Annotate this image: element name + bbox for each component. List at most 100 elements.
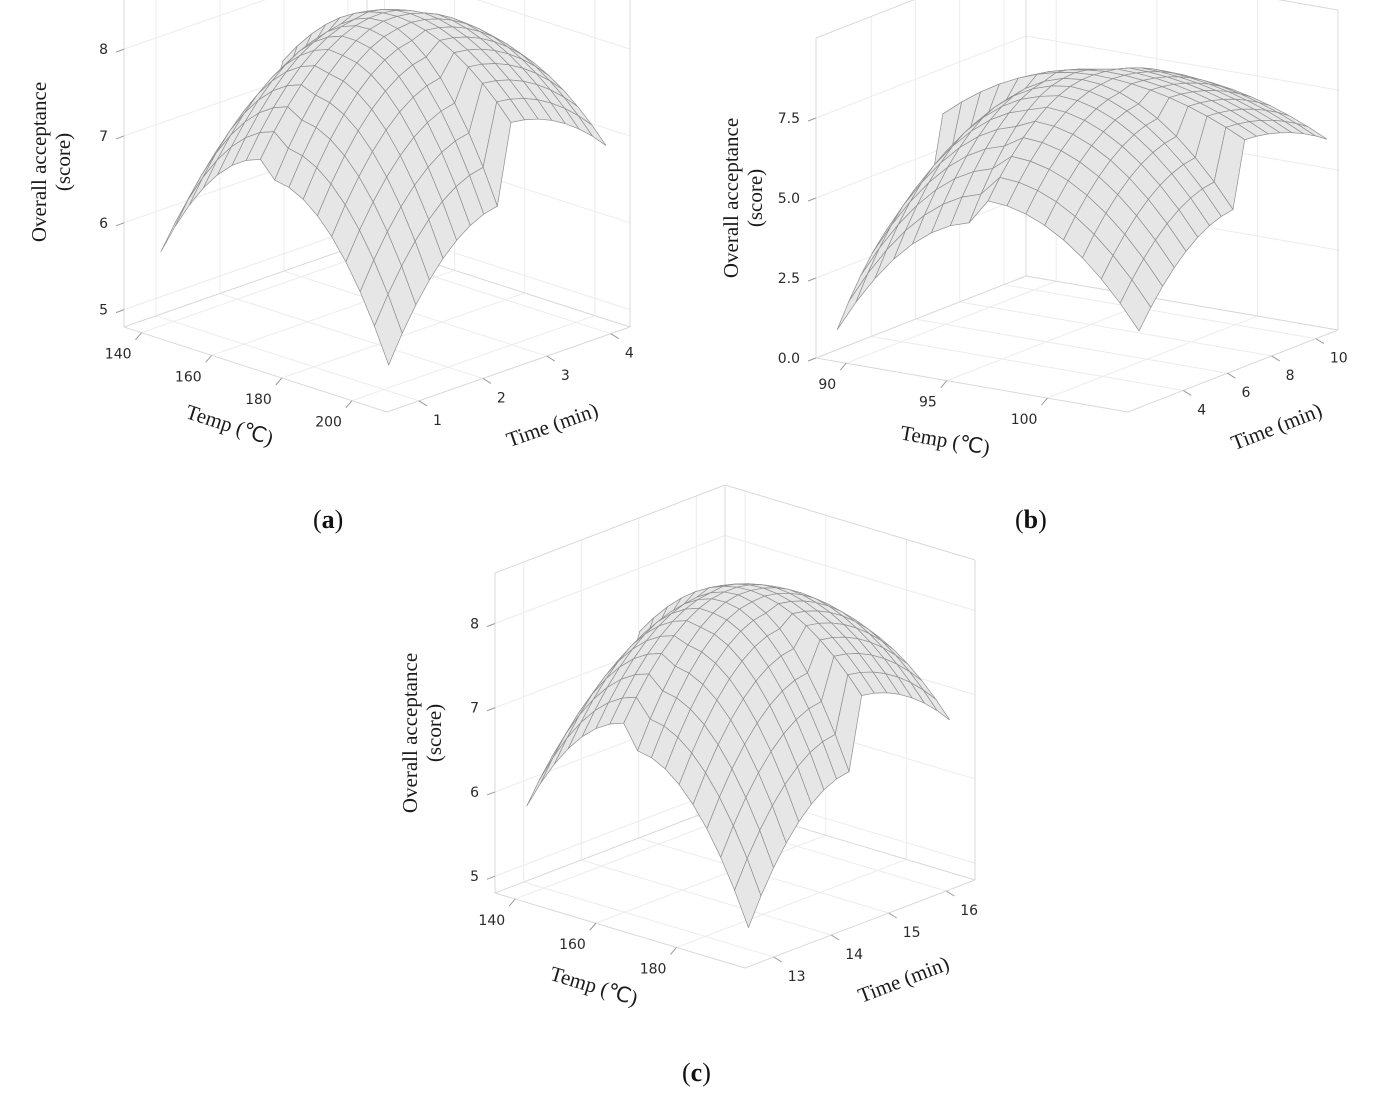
surface-cell [188, 159, 218, 206]
y-tick [945, 890, 955, 897]
y-tick [418, 400, 428, 407]
box-edge [815, 0, 915, 39]
chart-body: 5 6 7 8 140 160 180 13 14 15 16 Temp (℃) Time (min) O… [398, 484, 978, 1010]
floor-gridline-x [351, 315, 596, 402]
z-tick [115, 48, 125, 53]
floor-gridline-y [915, 318, 1228, 374]
y-tick [546, 355, 556, 362]
x-tick [135, 332, 142, 340]
surface-cell [526, 757, 554, 807]
chart-body: 0.0 2.5 5.0 7.5 90 95 100 4 6 8 10 Temp (℃) Time (mi… [719, 0, 1348, 460]
wall-gridline-z [1025, 35, 1339, 91]
x-tick-label: 180 [245, 392, 272, 408]
y-tick [610, 333, 620, 340]
z-axis-title: Overall acceptance(score) [27, 82, 75, 242]
y-tick-label: 8 [1286, 368, 1295, 384]
z-tick [807, 357, 817, 362]
surface-cell [174, 177, 204, 227]
z-axis-title-line: Overall acceptance [719, 118, 743, 278]
z-tick [807, 117, 817, 122]
floor-gridline-x [595, 834, 826, 924]
panel-a-label: a [321, 505, 335, 534]
panel-a: 5 6 7 8 140 160 180 200 1 2 3 4 Temp (℃) Time (min) Ov… [0, 0, 700, 520]
box-edge [494, 892, 746, 969]
box-edge [494, 484, 726, 574]
z-tick-label: 7.5 [778, 111, 800, 127]
z-tick-label: 5.0 [778, 191, 800, 207]
floor-gridline-y [155, 315, 420, 402]
y-axis-title: Time (min) [1228, 398, 1326, 455]
y-tick-label: 14 [845, 947, 863, 963]
y-tick-label: 2 [497, 390, 506, 406]
z-tick-label: 8 [99, 42, 108, 58]
z-tick-label: 0.0 [778, 351, 800, 367]
y-tick-label: 15 [903, 925, 921, 941]
surface-mesh [160, 9, 607, 366]
x-tick-label: 95 [919, 395, 937, 411]
y-tick-label: 6 [1241, 385, 1250, 401]
floor-gridline-y [581, 859, 832, 936]
z-tick [486, 791, 496, 796]
floor-gridline-y [283, 270, 548, 357]
x-tick-label: 140 [105, 347, 132, 363]
surface-cell [1119, 279, 1152, 332]
floor-gridline-x [676, 858, 907, 948]
floor-gridline-x [1047, 315, 1258, 399]
panel-b-label: b [1023, 505, 1039, 534]
x-tick [1041, 397, 1048, 406]
surface-chart-c: 5 6 7 8 140 160 180 13 14 15 16 Temp (℃) Time (min) O… [398, 484, 978, 1010]
x-axis-title: Temp (℃) [899, 421, 992, 460]
box-edge [386, 326, 631, 413]
panel-b: 0.0 2.5 5.0 7.5 90 95 100 4 6 8 10 Temp (℃) Time (mi… [690, 0, 1395, 520]
panel-c-label: c [690, 1058, 703, 1087]
floor-gridline-x [281, 292, 525, 379]
box-edge [123, 326, 388, 413]
z-axis-title: Overall acceptance(score) [398, 653, 446, 813]
y-tick-label: 16 [960, 903, 978, 919]
x-tick [589, 922, 597, 931]
box-edge [1127, 329, 1339, 413]
panel-a-caption: (a) [313, 505, 344, 534]
x-tick-label: 200 [315, 415, 342, 431]
surface-cell [374, 293, 403, 366]
box-edge [1277, 0, 1339, 11]
y-tick [1271, 355, 1280, 362]
surface-cell [554, 722, 582, 765]
z-tick [115, 309, 125, 314]
box-edge [744, 879, 976, 969]
surface-cell [734, 857, 762, 929]
surface-cell [540, 737, 568, 784]
y-tick-label: 4 [1197, 402, 1206, 418]
z-tick-label: 8 [470, 617, 479, 633]
wall-gridline-z [494, 787, 726, 877]
x-tick [839, 362, 847, 371]
y-tick-label: 4 [625, 346, 634, 362]
box-edge [494, 804, 726, 894]
y-tick [482, 378, 492, 384]
x-tick-label: 140 [478, 913, 505, 929]
wall-gridline-z [494, 535, 726, 624]
x-tick [345, 400, 353, 408]
z-axis-title-line: Overall acceptance [398, 653, 422, 813]
wall-gridline-z [476, 0, 631, 50]
z-tick [486, 707, 496, 712]
z-tick [807, 197, 817, 202]
z-tick [115, 222, 125, 227]
z-tick [486, 623, 496, 627]
y-tick [1227, 372, 1236, 379]
wall-gridline-z [123, 0, 266, 50]
y-tick-label: 1 [433, 413, 442, 429]
z-tick [486, 875, 496, 880]
wall-gridline-z [815, 35, 1027, 119]
z-axis-title-line: (score) [743, 169, 767, 227]
z-tick-label: 6 [99, 216, 108, 232]
panel-b-caption: (b) [1015, 505, 1047, 534]
y-tick [1182, 389, 1192, 396]
z-tick-label: 2.5 [778, 271, 800, 287]
y-tick-label: 13 [788, 969, 806, 985]
y-tick-label: 10 [1330, 351, 1348, 367]
box-edge [724, 484, 976, 561]
y-tick [830, 934, 840, 941]
x-axis-title: Temp (℃) [547, 961, 640, 1010]
